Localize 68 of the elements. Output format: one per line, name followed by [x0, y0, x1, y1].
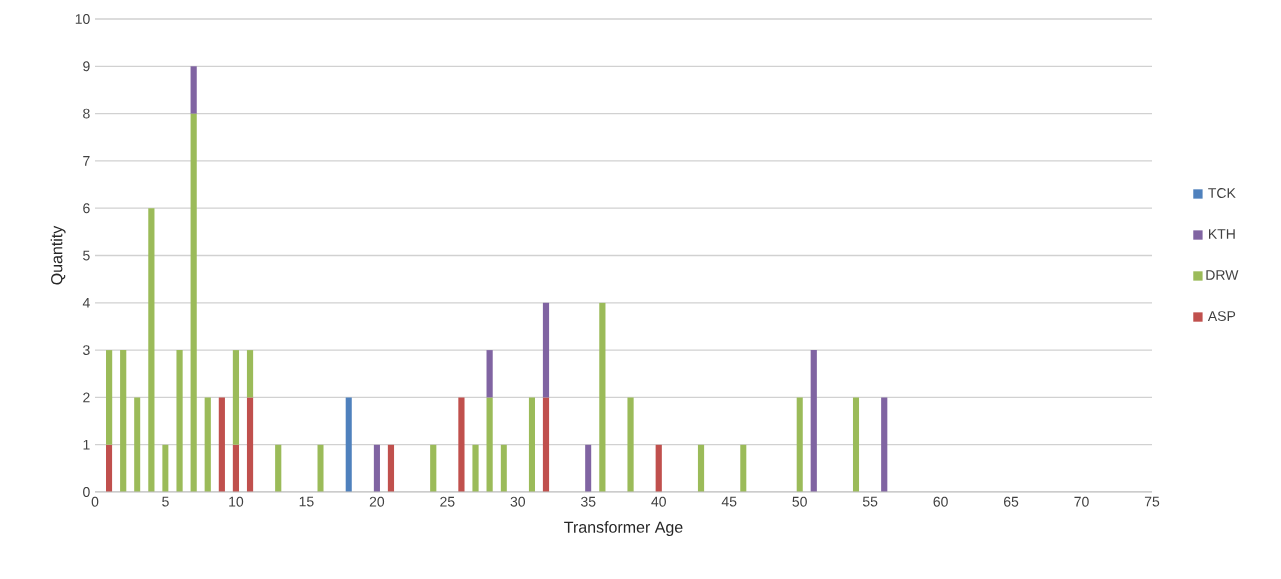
x-tick-label: 20	[369, 496, 385, 507]
bar	[852, 397, 860, 492]
legend-label: TCK	[1208, 188, 1236, 199]
bar	[627, 397, 634, 492]
x-tick-label: 0	[91, 496, 99, 507]
bar	[881, 397, 888, 492]
y-tick-label: 7	[83, 156, 90, 166]
bar	[134, 397, 141, 492]
x-tick-label: 55	[862, 496, 878, 507]
y-axis-title: Quantity	[50, 225, 66, 285]
bar	[106, 350, 113, 445]
x-tick-label: 10	[229, 496, 244, 507]
bar	[500, 444, 507, 492]
x-tick-label: 30	[510, 496, 526, 507]
bar	[486, 397, 493, 492]
x-tick-label: 75	[1144, 496, 1160, 507]
y-tick-label: 9	[83, 61, 90, 72]
x-tick-label: 35	[581, 496, 596, 507]
y-tick-label: 5	[83, 250, 90, 261]
x-tick-label: 25	[440, 496, 455, 507]
legend-label: ASP	[1207, 311, 1236, 322]
y-tick-label: 8	[83, 108, 90, 119]
bar	[697, 444, 705, 492]
bar	[430, 444, 437, 492]
bar	[120, 350, 127, 492]
x-tick-label: 15	[299, 496, 314, 507]
bar	[232, 444, 240, 492]
bar	[190, 113, 197, 492]
bar	[810, 350, 817, 492]
bar	[528, 397, 535, 492]
bar	[599, 302, 606, 492]
x-tick-label: 70	[1074, 496, 1089, 507]
bar	[585, 444, 592, 492]
bar	[190, 66, 197, 114]
bar	[275, 444, 282, 492]
y-tick-label: 6	[83, 203, 90, 214]
y-tick-label: 0	[83, 487, 90, 497]
bar	[148, 208, 155, 492]
x-tick-label: 60	[933, 496, 948, 507]
legend-label: KTH	[1209, 229, 1235, 239]
bar	[655, 444, 662, 492]
x-tick-label: 65	[1004, 496, 1019, 507]
x-tick-label: 40	[651, 496, 666, 507]
x-tick-label: 5	[162, 496, 169, 507]
bar	[246, 350, 254, 398]
bar	[542, 397, 550, 492]
y-tick-label: 3	[83, 345, 90, 356]
bar	[542, 302, 550, 398]
bar	[218, 397, 225, 492]
bar	[106, 444, 113, 492]
y-tick-label: 10	[75, 14, 90, 24]
bar	[387, 444, 395, 492]
x-tick-label: 45	[721, 496, 737, 507]
bar	[246, 397, 254, 492]
legend-label: DRW	[1206, 270, 1239, 280]
y-tick-label: 1	[83, 439, 90, 450]
bar	[204, 397, 211, 492]
y-tick-label: 4	[82, 298, 90, 308]
bar	[373, 444, 380, 492]
x-axis-title: Transformer Age	[564, 521, 683, 537]
bar	[458, 397, 465, 492]
y-tick-label: 2	[83, 392, 90, 403]
x-tick-label: 50	[792, 496, 807, 507]
bar	[486, 350, 493, 398]
bar	[472, 444, 479, 492]
bar	[176, 350, 183, 492]
bar	[232, 350, 240, 445]
bar	[162, 444, 169, 492]
